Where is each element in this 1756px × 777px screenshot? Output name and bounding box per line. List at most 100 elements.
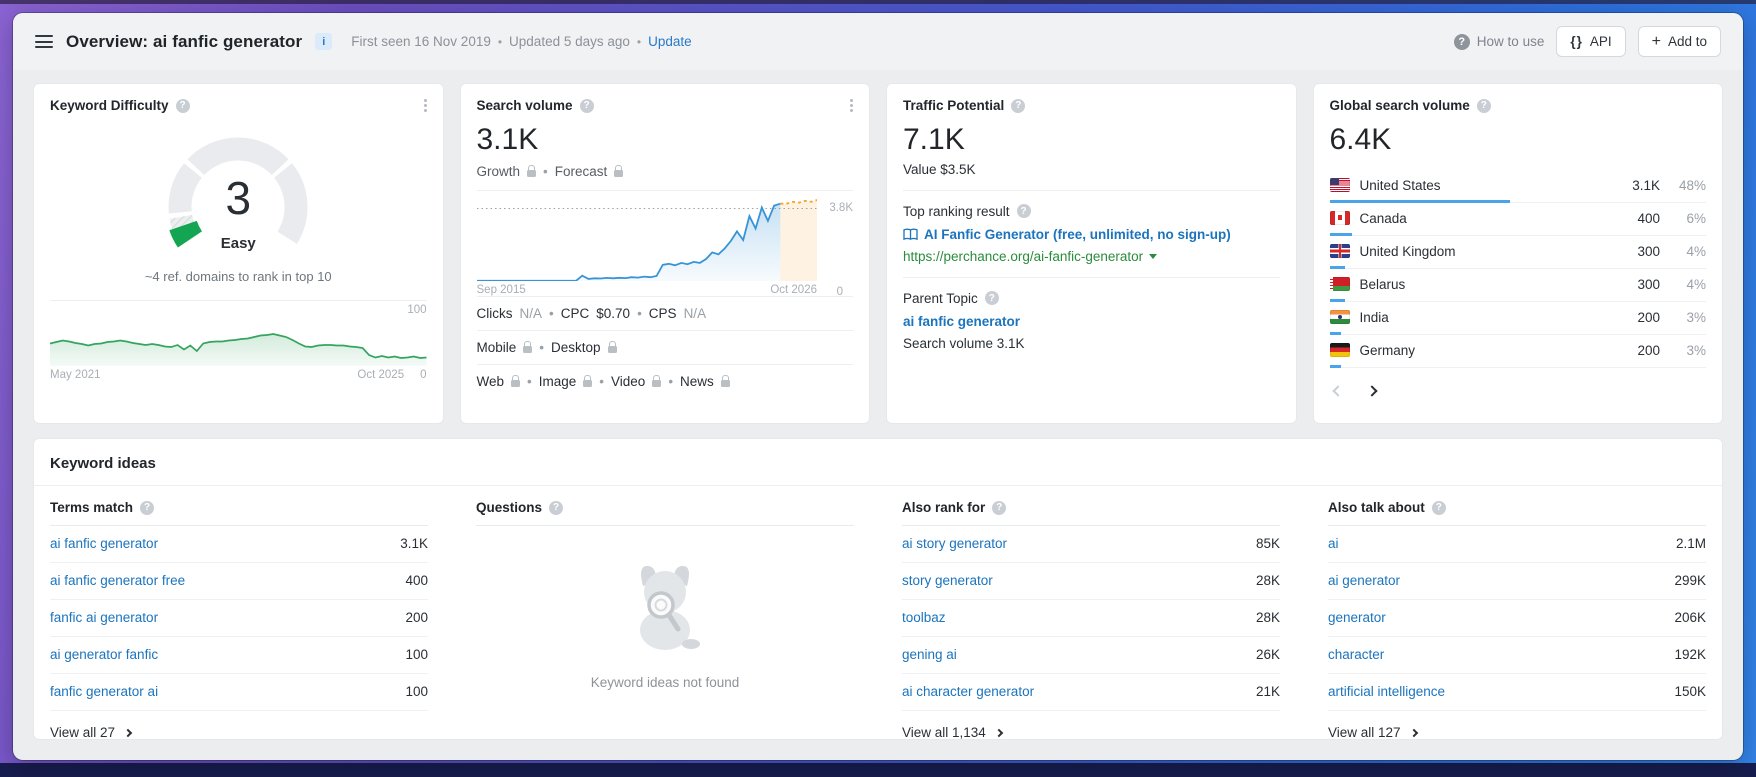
api-button[interactable]: {} API	[1556, 26, 1626, 57]
keyword-link[interactable]: gening ai	[902, 647, 957, 662]
country-row: United States 3.1K 48%	[1329, 170, 1706, 203]
search-volume-value: 3.1K	[476, 123, 539, 156]
in-flag-icon	[1329, 310, 1350, 324]
kebab-menu-icon[interactable]	[850, 104, 853, 107]
keyword-volume: 299K	[1674, 573, 1706, 588]
keyword-link[interactable]: character	[1328, 647, 1385, 662]
hamburger-menu-icon[interactable]	[35, 35, 53, 48]
global-search-volume-card: Global search volume ? 6.4K United State…	[1312, 83, 1723, 424]
keyword-link[interactable]: ai fanfic generator free	[50, 573, 186, 588]
device-row: Mobile • Desktop	[476, 329, 853, 364]
gb-flag-icon	[1329, 244, 1350, 258]
info-badge-icon[interactable]: i	[315, 33, 333, 50]
kd-gauge: 3 Easy	[122, 129, 354, 263]
help-icon[interactable]: ?	[1431, 500, 1446, 515]
page-title: Overview: ai fanfic generator	[66, 31, 303, 51]
view-all-label: View all 1,134	[902, 725, 986, 740]
card-title: Global search volume	[1329, 98, 1470, 113]
parent-topic-link[interactable]: ai fanfic generator	[903, 313, 1021, 329]
help-icon[interactable]: ?	[140, 500, 155, 515]
keyword-link[interactable]: artificial intelligence	[1328, 684, 1446, 699]
country-row: United Kingdom 300 4%	[1329, 236, 1706, 269]
country-volume: 400	[1637, 210, 1660, 226]
column-header-label: Also talk about	[1328, 500, 1425, 515]
country-name: Canada	[1359, 210, 1407, 226]
page-content: Keyword Difficulty ? 3 Easy ~4 ref. doma…	[13, 70, 1743, 756]
keyword-link[interactable]: toolbaz	[902, 610, 946, 625]
growth-label[interactable]: Growth	[476, 163, 521, 179]
help-icon[interactable]: ?	[1011, 98, 1026, 113]
column-header-label: Questions	[476, 500, 543, 515]
traffic-potential-value: 7.1K	[903, 123, 965, 156]
country-percent: 48%	[1678, 177, 1706, 193]
traffic-value-sub: Value $3.5K	[903, 161, 976, 177]
cps-value: N/A	[683, 305, 707, 321]
keyword-row: ai generator fanfic 100	[50, 637, 428, 674]
keyword-row: story generator 28K	[902, 563, 1280, 600]
card-title: Search volume	[476, 98, 573, 113]
keyword-row: toolbaz 28K	[902, 600, 1280, 637]
keyword-link[interactable]: ai character generator	[902, 684, 1035, 699]
keyword-volume: 100	[405, 647, 428, 662]
column-header-also-talk-about: Also talk about?	[1328, 500, 1706, 526]
kd-subtitle: ~4 ref. domains to rank in top 10	[144, 269, 332, 284]
keyword-row: artificial intelligence 150K	[1328, 674, 1706, 711]
book-icon	[903, 228, 918, 240]
keyword-link[interactable]: story generator	[902, 573, 993, 588]
top-ranking-result-link[interactable]: AI Fanfic Generator (free, unlimited, no…	[903, 227, 1280, 242]
country-row: Belarus 300 4%	[1329, 269, 1706, 302]
prev-page-button[interactable]	[1331, 382, 1344, 400]
top-bar-actions: ? How to use {} API + Add to	[1453, 26, 1721, 57]
help-icon[interactable]: ?	[992, 500, 1007, 515]
keyword-column-also-talk-about: Also talk about? ai 2.1M ai generator 299K ge…	[1328, 500, 1706, 740]
kebab-menu-icon[interactable]	[423, 104, 427, 107]
keyword-link[interactable]: ai fanfic generator	[50, 536, 159, 551]
country-percent: 3%	[1686, 309, 1706, 325]
view-all-label: View all 27	[50, 725, 116, 740]
keyword-link[interactable]: ai	[1328, 536, 1339, 551]
keyword-row: generator 206K	[1328, 600, 1706, 637]
keyword-link[interactable]: generator	[1328, 610, 1386, 625]
clicks-cpc-row: Clicks N/A • CPC $0.70 • CPS N/A	[476, 295, 853, 330]
kd-value: 3	[225, 172, 252, 224]
country-volume-bar	[1329, 265, 1345, 269]
first-seen-text: First seen 16 Nov 2019	[351, 34, 491, 49]
view-all-terms-match[interactable]: View all 27	[50, 711, 428, 740]
country-row: India 200 3%	[1329, 302, 1706, 335]
update-link[interactable]: Update	[648, 34, 692, 49]
keyword-volume: 28K	[1255, 573, 1280, 588]
how-to-use-link[interactable]: ? How to use	[1453, 33, 1544, 50]
keyword-link[interactable]: ai story generator	[902, 536, 1008, 551]
help-icon[interactable]: ?	[175, 98, 190, 113]
keyword-link[interactable]: fanfic generator ai	[50, 684, 159, 699]
braces-icon: {}	[1570, 34, 1583, 49]
help-icon[interactable]: ?	[984, 291, 999, 305]
parent-topic-label: Parent Topic	[903, 290, 978, 306]
keyword-link[interactable]: fanfic ai generator	[50, 610, 159, 625]
country-percent: 4%	[1686, 276, 1706, 292]
help-icon[interactable]: ?	[579, 98, 594, 113]
keyword-link[interactable]: ai generator fanfic	[50, 647, 159, 662]
country-percent: 4%	[1686, 243, 1706, 259]
country-volume: 300	[1637, 243, 1660, 259]
sv-ref-label: 3.8K	[829, 202, 853, 214]
help-icon[interactable]: ?	[1476, 98, 1491, 113]
country-percent: 6%	[1686, 210, 1706, 226]
view-all-also-talk-about[interactable]: View all 127	[1328, 711, 1706, 740]
view-all-also-rank-for[interactable]: View all 1,134	[902, 711, 1280, 740]
keyword-row: gening ai 26K	[902, 637, 1280, 674]
next-page-button[interactable]	[1365, 382, 1378, 400]
growth-forecast-row: Growth • Forecast	[477, 164, 854, 179]
add-to-button[interactable]: + Add to	[1637, 26, 1721, 57]
parent-topic-volume: Search volume 3.1K	[903, 335, 1025, 351]
help-icon[interactable]: ?	[549, 500, 564, 515]
keyword-link[interactable]: ai generator	[1328, 573, 1401, 588]
keyword-row: fanfic ai generator 200	[50, 600, 428, 637]
card-title: Traffic Potential	[903, 98, 1005, 113]
country-volume: 300	[1637, 276, 1660, 292]
us-flag-icon	[1329, 178, 1350, 192]
forecast-label[interactable]: Forecast	[554, 163, 608, 179]
top-ranking-label: Top ranking result	[903, 203, 1010, 219]
help-icon[interactable]: ?	[1016, 204, 1031, 218]
top-ranking-url[interactable]: https://perchance.org/ai-fanfic-generato…	[903, 249, 1280, 264]
